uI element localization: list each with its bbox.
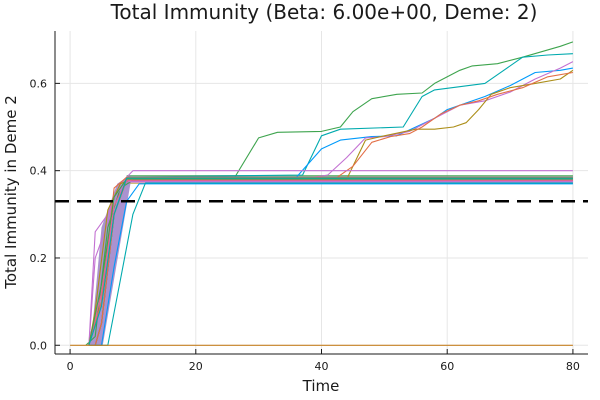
plateau-band-stripe bbox=[126, 175, 573, 177]
grid bbox=[55, 31, 588, 354]
x-axis-label: Time bbox=[302, 377, 340, 395]
y-tick-label: 0.4 bbox=[30, 165, 48, 178]
series-line-13 bbox=[88, 179, 573, 346]
y-tick-label: 0.2 bbox=[30, 252, 48, 265]
axes: 0 20 40 60 80 0.0 0.2 0.4 0.6 bbox=[30, 31, 588, 373]
plateau-band-stripe bbox=[126, 180, 573, 182]
series-line-3 bbox=[88, 61, 574, 346]
series-line-8 bbox=[85, 179, 573, 346]
x-tick-label: 0 bbox=[67, 360, 74, 373]
x-tick-label: 20 bbox=[189, 360, 203, 373]
y-tick-label: 0.6 bbox=[30, 77, 48, 90]
x-tick-label: 80 bbox=[566, 360, 580, 373]
series-line-14 bbox=[88, 178, 573, 346]
y-axis-label: Total Immunity in Deme 2 bbox=[2, 95, 20, 290]
series-line-7 bbox=[95, 182, 573, 346]
x-tick-label: 60 bbox=[440, 360, 454, 373]
series-line-15 bbox=[88, 177, 573, 346]
series-line-12 bbox=[88, 177, 573, 346]
series-line-2 bbox=[88, 67, 573, 346]
series-line-4 bbox=[88, 69, 574, 346]
series-lines bbox=[70, 41, 574, 346]
series-line-6 bbox=[88, 183, 573, 346]
series-line-0 bbox=[88, 41, 574, 346]
series-line-1 bbox=[88, 53, 573, 346]
y-tick-label: 0.0 bbox=[30, 339, 48, 352]
x-tick-label: 40 bbox=[315, 360, 329, 373]
series-line-11 bbox=[88, 176, 573, 346]
chart-title: Total Immunity (Beta: 6.00e+00, Deme: 2) bbox=[110, 0, 538, 24]
series-line-5 bbox=[88, 71, 573, 346]
series-line-9 bbox=[88, 181, 573, 346]
